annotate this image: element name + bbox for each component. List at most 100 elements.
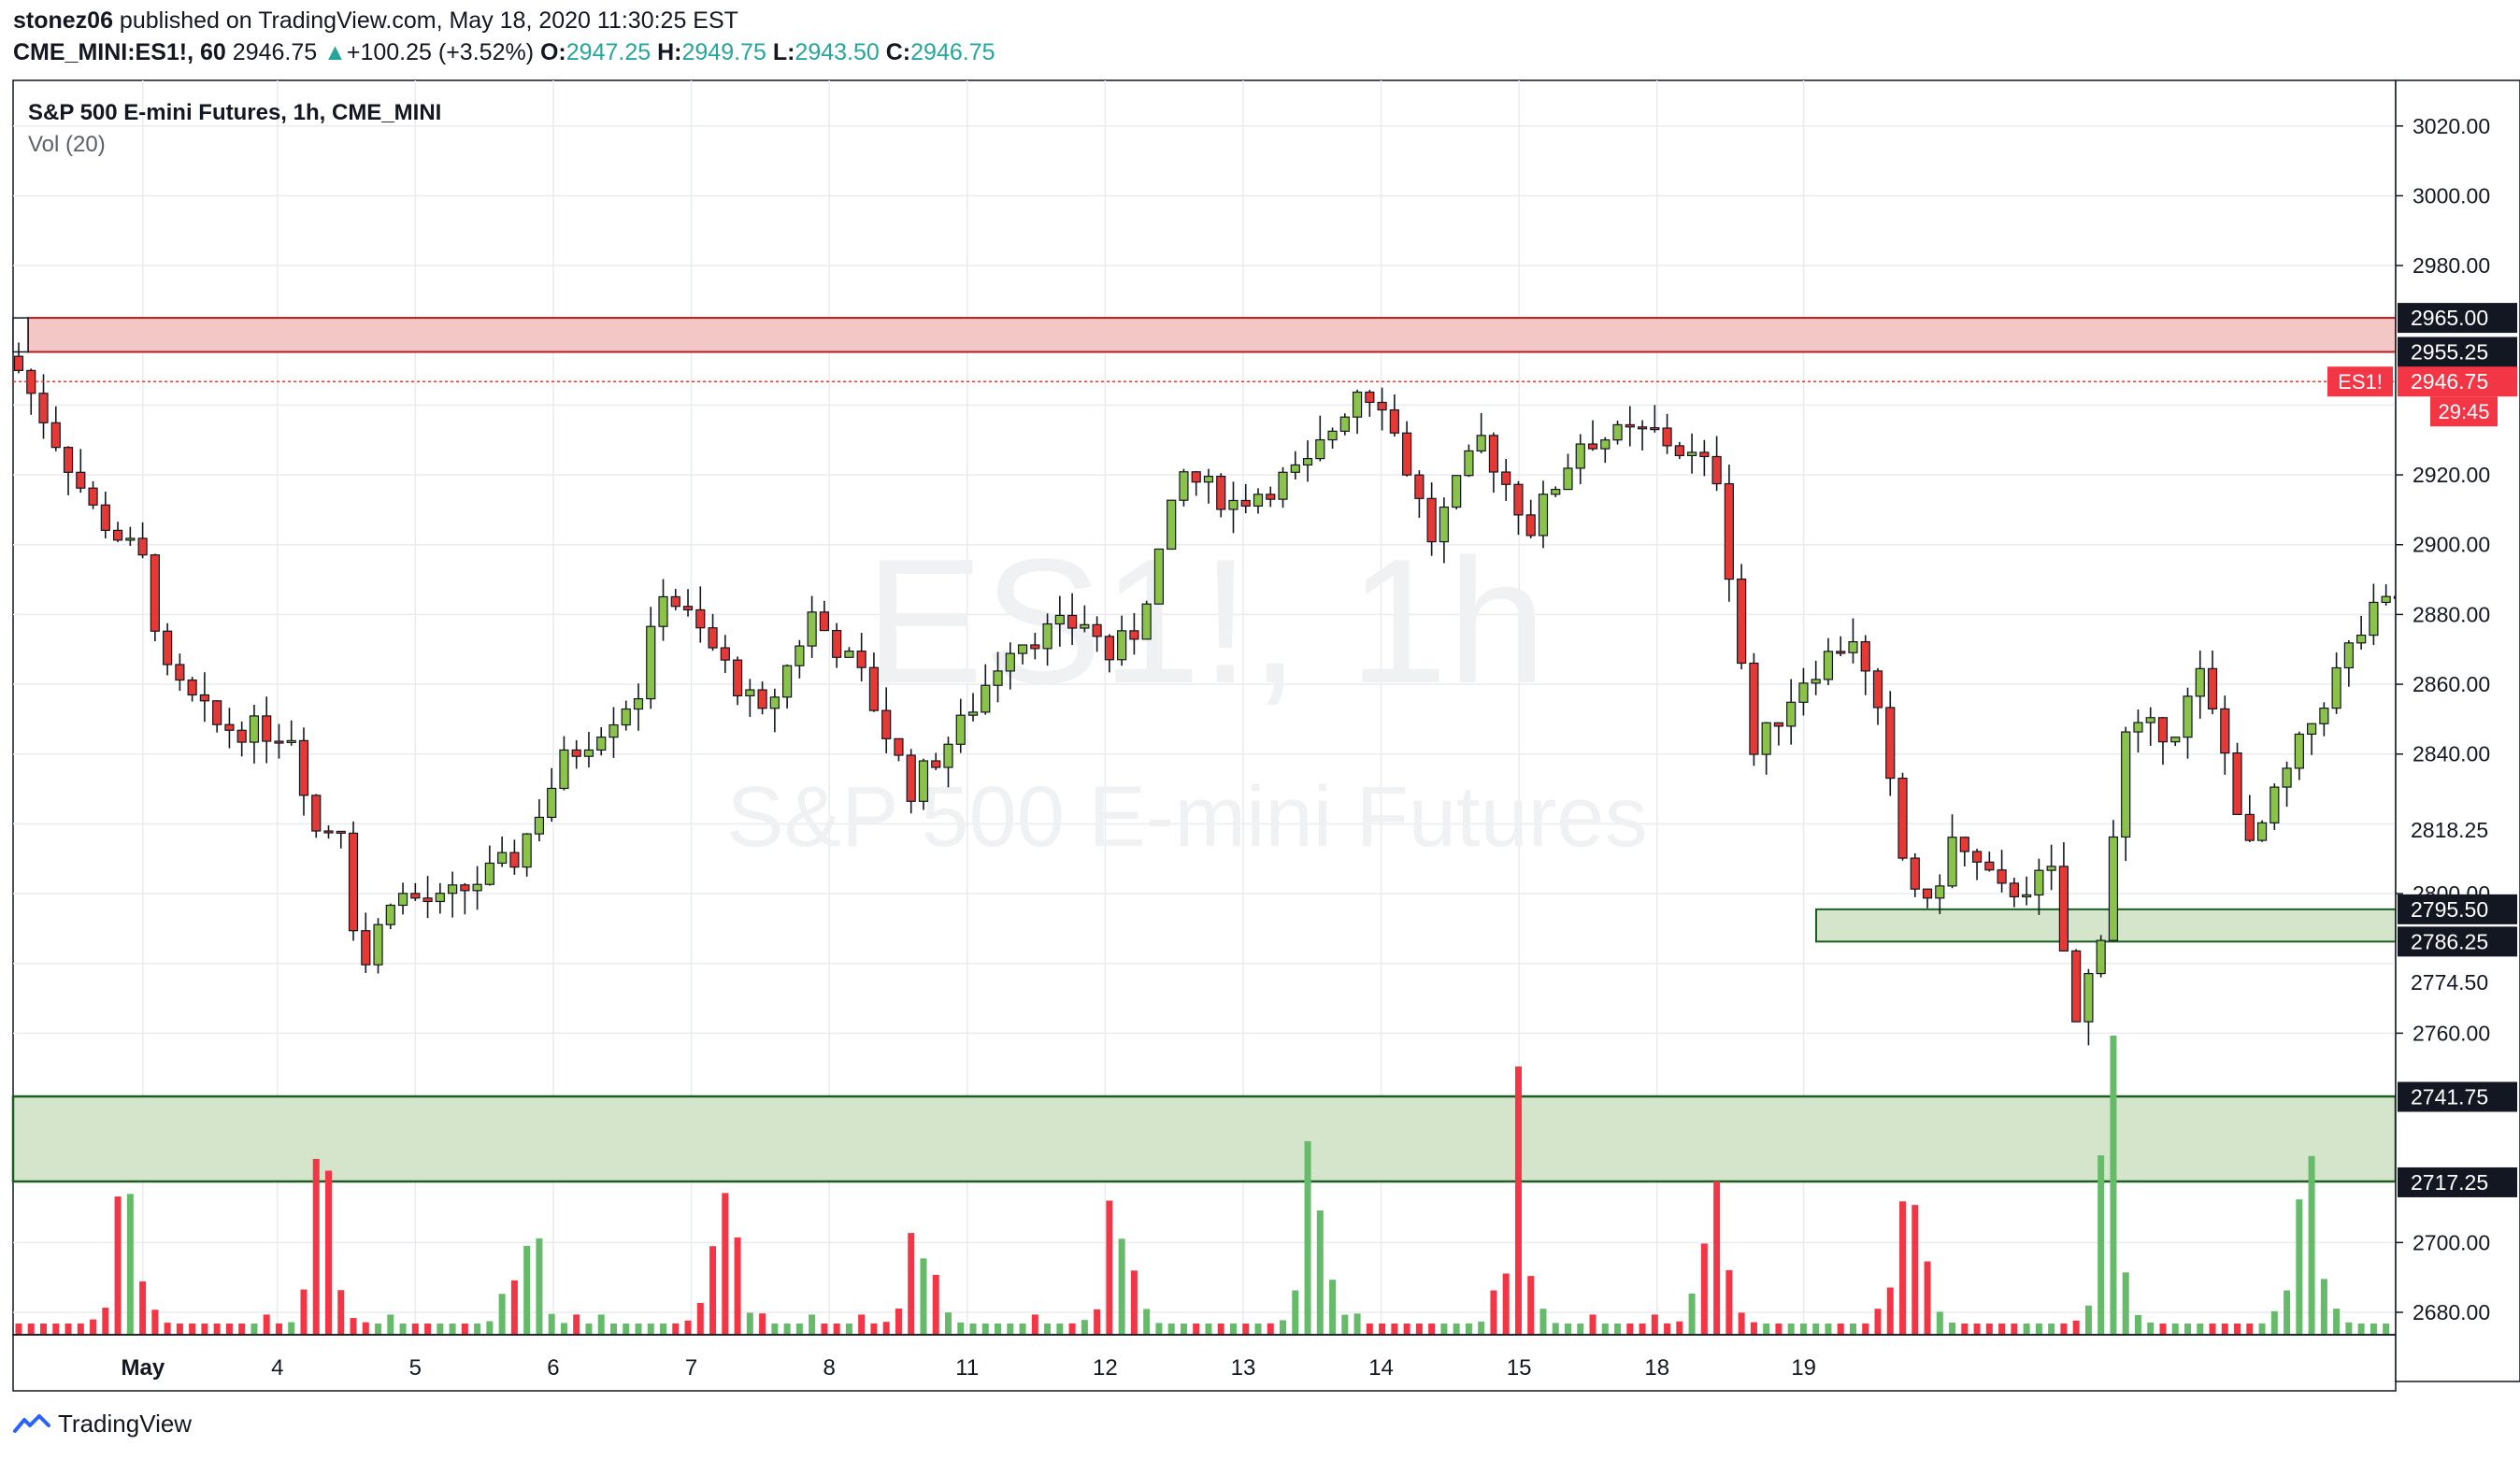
candle-body bbox=[1339, 416, 1350, 432]
candle-body bbox=[472, 883, 482, 892]
candle-body bbox=[1587, 443, 1598, 450]
candle-body bbox=[2220, 708, 2230, 754]
volume-bar bbox=[809, 1314, 816, 1335]
volume-bar bbox=[2035, 1324, 2042, 1335]
candle-body bbox=[1067, 614, 1078, 629]
candle-body bbox=[1848, 641, 1858, 653]
candle-body bbox=[1464, 450, 1474, 477]
volume-bar bbox=[1056, 1323, 1064, 1335]
candle-body bbox=[1290, 464, 1300, 473]
volume-bar bbox=[2048, 1323, 2055, 1335]
price-label-box bbox=[2398, 967, 2517, 998]
price-label-box bbox=[2398, 814, 2517, 845]
y-tick-label: 2900.00 bbox=[2413, 533, 2490, 557]
candle-body bbox=[2096, 939, 2106, 975]
volume-band-zone[interactable] bbox=[11, 1095, 2398, 1183]
x-tick-label: 14 bbox=[1368, 1355, 1394, 1381]
volume-bar bbox=[15, 1324, 22, 1335]
volume-bar bbox=[746, 1312, 753, 1335]
resistance-zone[interactable] bbox=[27, 317, 2397, 353]
tradingview-icon bbox=[13, 1413, 50, 1433]
x-tick-label: 12 bbox=[1093, 1355, 1118, 1381]
volume-indicator-label[interactable]: Vol (20) bbox=[28, 132, 106, 157]
volume-bar bbox=[225, 1324, 233, 1335]
price-label-box bbox=[2398, 1081, 2517, 1112]
volume-bar bbox=[1280, 1320, 1287, 1335]
volume-bar bbox=[709, 1246, 717, 1335]
support-zone[interactable] bbox=[1815, 908, 2397, 943]
volume-bar bbox=[734, 1237, 741, 1335]
volume-bar bbox=[2370, 1323, 2377, 1335]
volume-bar bbox=[275, 1323, 282, 1335]
symbol-tag-box bbox=[2327, 366, 2393, 397]
candle-body bbox=[1092, 623, 1102, 637]
volume-bar bbox=[969, 1323, 977, 1335]
candle-body bbox=[2381, 595, 2391, 604]
series-title[interactable]: S&P 500 E-mini Futures, 1h, CME_MINI bbox=[28, 100, 441, 125]
volume-bar bbox=[251, 1324, 258, 1335]
candle-body bbox=[1278, 471, 1288, 500]
price-label: 2741.75 bbox=[2411, 1084, 2488, 1109]
candle-body bbox=[1488, 435, 1499, 473]
candle-body bbox=[2009, 882, 2019, 898]
candle-body bbox=[125, 537, 136, 541]
countdown-label: 29:45 bbox=[2438, 400, 2489, 423]
candle-body bbox=[1054, 614, 1065, 625]
candle-body bbox=[571, 749, 581, 757]
symbol-label[interactable]: CME_MINI:ES1!, 60 bbox=[13, 39, 226, 65]
volume-bar bbox=[1514, 1066, 1522, 1335]
volume-bar bbox=[2345, 1322, 2353, 1335]
volume-bar bbox=[1379, 1323, 1386, 1335]
volume-bar bbox=[2234, 1324, 2241, 1335]
volume-bar bbox=[560, 1323, 567, 1335]
price-label-box bbox=[2398, 894, 2517, 924]
candle-body bbox=[1773, 722, 1784, 727]
volume-bar bbox=[1229, 1324, 1237, 1335]
candle-body bbox=[2071, 950, 2082, 1023]
volume-bar bbox=[164, 1323, 171, 1335]
volume-bar bbox=[609, 1324, 617, 1335]
candle-body bbox=[1414, 474, 1425, 499]
candle-body bbox=[435, 893, 445, 903]
candle-body bbox=[1525, 514, 1536, 537]
publisher-name[interactable]: stonez06 bbox=[13, 7, 113, 34]
volume-bar bbox=[2284, 1290, 2291, 1335]
volume-bar bbox=[90, 1319, 97, 1335]
tradingview-logo[interactable]: TradingView bbox=[13, 1410, 192, 1439]
volume-bar bbox=[2184, 1324, 2191, 1335]
zone-handle[interactable] bbox=[12, 317, 29, 353]
candle-body bbox=[373, 923, 383, 966]
candle-body bbox=[348, 832, 359, 932]
volume-bar bbox=[1143, 1309, 1151, 1335]
candle-body bbox=[1302, 458, 1313, 466]
volume-bar bbox=[696, 1302, 704, 1335]
price-label: 2786.25 bbox=[2411, 929, 2488, 953]
volume-bar bbox=[375, 1323, 382, 1335]
candle-body bbox=[249, 715, 260, 743]
volume-bar bbox=[1812, 1324, 1820, 1335]
candle-body bbox=[63, 447, 74, 473]
volume-bar bbox=[1700, 1243, 1708, 1335]
volume-bar bbox=[1440, 1324, 1448, 1335]
volume-bar bbox=[623, 1324, 630, 1335]
volume-bar bbox=[1676, 1321, 1683, 1335]
volume-bar bbox=[1577, 1323, 1584, 1335]
candle-body bbox=[38, 393, 49, 423]
candle-body bbox=[2157, 717, 2169, 743]
candle-body bbox=[236, 729, 247, 743]
candle-body bbox=[1315, 438, 1325, 460]
y-tick-label: 3020.00 bbox=[2413, 114, 2490, 138]
candle-body bbox=[695, 608, 706, 629]
volume-bar bbox=[932, 1274, 939, 1335]
candle-body bbox=[2232, 752, 2242, 815]
volume-bar bbox=[1973, 1323, 1981, 1335]
candle-body bbox=[757, 689, 767, 709]
price-axis[interactable] bbox=[2395, 79, 2520, 1382]
time-axis[interactable] bbox=[12, 1334, 2397, 1392]
volume-bar bbox=[1217, 1324, 1224, 1335]
volume-bar bbox=[1155, 1323, 1163, 1335]
candle-body bbox=[967, 711, 979, 716]
x-tick-label: 4 bbox=[271, 1355, 283, 1381]
volume-bar bbox=[1886, 1287, 1894, 1335]
